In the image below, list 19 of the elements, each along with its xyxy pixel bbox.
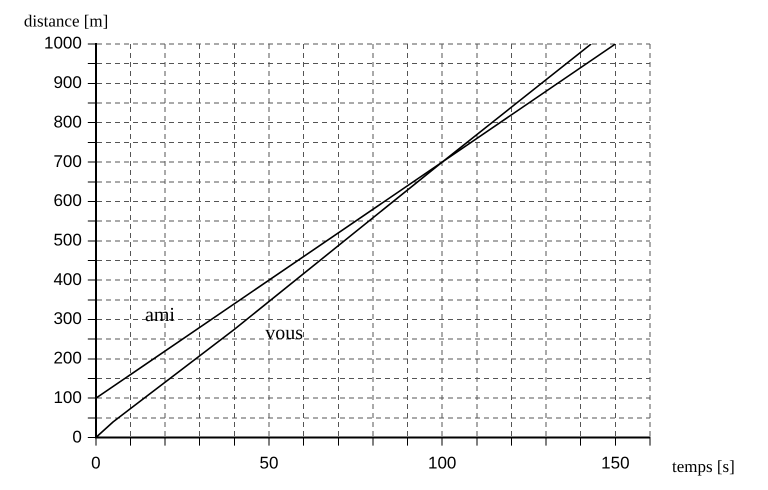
y-tick-label: 0 xyxy=(72,427,82,446)
y-tick-label: 900 xyxy=(53,73,82,92)
y-tick-label: 200 xyxy=(53,348,82,368)
y-tick-label: 800 xyxy=(53,112,82,132)
series-label: ami xyxy=(144,304,176,326)
x-tick-label: 50 xyxy=(260,453,278,472)
x-tick-label: 100 xyxy=(428,453,456,472)
series-label: vous xyxy=(265,322,304,344)
y-tick-label: 100 xyxy=(53,388,82,407)
y-tick-label: 600 xyxy=(53,191,82,210)
y-tick-label: 300 xyxy=(53,309,82,328)
y-tick-label: 700 xyxy=(53,152,82,171)
y-tick-label: 1000 xyxy=(44,34,82,53)
x-axis-title: temps [s] xyxy=(672,457,735,476)
y-axis-title: distance [m] xyxy=(24,11,108,30)
y-tick-label: 500 xyxy=(53,230,82,250)
x-tick-label: 150 xyxy=(601,453,630,472)
y-tick-label: 400 xyxy=(53,270,82,289)
x-tick-label: 0 xyxy=(91,453,101,472)
